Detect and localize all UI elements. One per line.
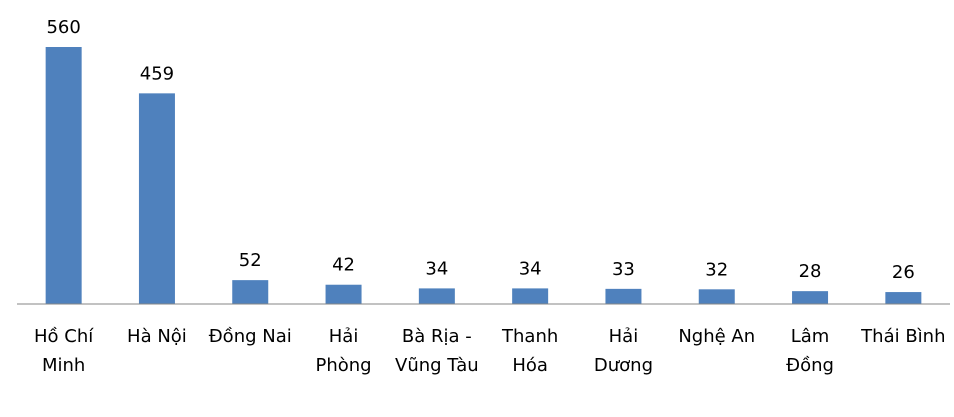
data-label: 34: [519, 258, 542, 279]
bar: [138, 93, 175, 305]
data-label: 52: [239, 250, 262, 271]
x-tick-label: Hồ Chí Minh: [34, 326, 94, 376]
bar: [512, 288, 549, 304]
bar: [45, 47, 82, 304]
data-label: 33: [612, 259, 635, 280]
data-label: 560: [46, 17, 80, 38]
x-tick-label: Lâm Đồng: [786, 326, 834, 376]
x-tick-label: Đồng Nai: [208, 326, 292, 347]
x-tick-label: Thái Bình: [861, 326, 946, 347]
bar: [605, 288, 642, 304]
data-label: 34: [425, 258, 448, 279]
x-tick-label: Hải Phòng: [315, 326, 372, 376]
x-tick-label: Bà Rịa - Vũng Tàu: [395, 326, 479, 376]
data-label: 28: [799, 261, 822, 282]
bar: [325, 284, 362, 304]
data-label: 32: [705, 259, 728, 280]
data-label: 459: [140, 63, 174, 84]
bar: [232, 280, 269, 304]
bar: [885, 292, 922, 304]
bar: [698, 289, 735, 304]
x-tick-label: Hải Dương: [593, 326, 653, 376]
bar: [792, 291, 829, 304]
x-tick-label: Nghệ An: [678, 326, 756, 347]
data-label: 42: [332, 255, 355, 276]
bar: [418, 288, 455, 304]
x-tick-label: Thanh Hóa: [502, 326, 559, 376]
data-label: 26: [892, 262, 915, 283]
x-tick-label: Hà Nội: [127, 326, 187, 347]
